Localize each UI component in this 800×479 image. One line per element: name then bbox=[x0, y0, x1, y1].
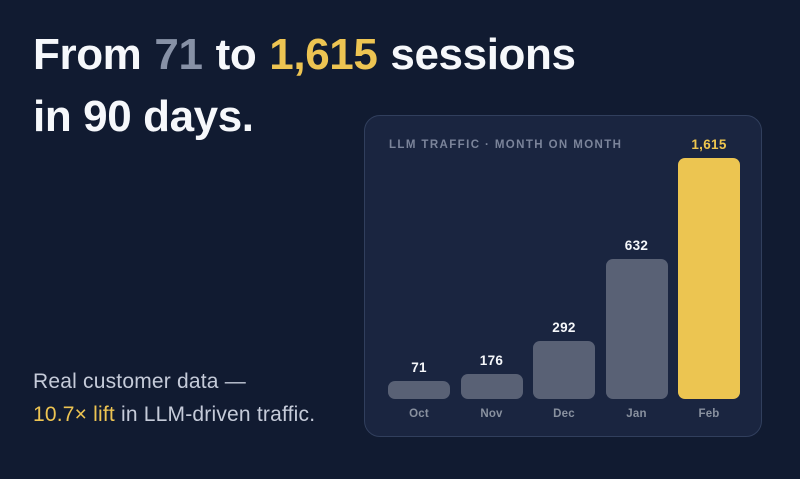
headline-from-value: 71 bbox=[154, 30, 203, 79]
footnote-line-2: 10.7× lift in LLM-driven traffic. bbox=[33, 398, 315, 431]
headline-prefix: From bbox=[33, 30, 142, 79]
bar-value-label: 292 bbox=[552, 320, 576, 335]
footnote-rest: in LLM-driven traffic. bbox=[120, 403, 316, 426]
bar-month-label: Oct bbox=[409, 408, 429, 420]
bar-group: 176 Nov bbox=[460, 353, 523, 425]
bar bbox=[460, 374, 523, 399]
bar-month-label: Dec bbox=[553, 408, 575, 420]
footnote-lift-highlight: 10.7× lift bbox=[33, 403, 115, 426]
bar-group: 71 Oct bbox=[388, 360, 450, 425]
bar-month-label: Feb bbox=[698, 408, 720, 420]
bar-month-label: Jan bbox=[626, 408, 647, 420]
chart-panel: LLM TRAFFIC · MONTH ON MONTH 71 Oct 176 Nov… bbox=[364, 115, 762, 437]
bar-group: 1,615 Feb bbox=[678, 137, 740, 425]
footnote-line-1: Real customer data — bbox=[33, 370, 246, 393]
bar bbox=[678, 158, 740, 399]
headline-line-1: From 71 to 1,615 sessions bbox=[33, 24, 576, 86]
bar-value-label: 71 bbox=[411, 360, 427, 375]
bar bbox=[605, 259, 668, 399]
bar-group: 632 Jan bbox=[605, 238, 668, 425]
headline-suffix: sessions bbox=[390, 30, 576, 79]
bar-chart: 71 Oct 176 Nov 292 Dec 632 Jan 1,615 Feb bbox=[388, 137, 740, 425]
bar-value-label: 1,615 bbox=[691, 137, 727, 152]
bar bbox=[388, 381, 450, 399]
bar-value-label: 632 bbox=[624, 238, 649, 253]
chart-title: LLM TRAFFIC · MONTH ON MONTH bbox=[389, 139, 623, 151]
bar-month-label: Nov bbox=[480, 408, 503, 420]
headline-connector: to bbox=[215, 30, 257, 79]
footnote: Real customer data — 10.7× lift in LLM-d… bbox=[33, 365, 315, 431]
headline: From 71 to 1,615 sessions in 90 days. bbox=[33, 24, 576, 148]
bar-value-label: 176 bbox=[479, 353, 504, 368]
bar bbox=[533, 341, 595, 399]
headline-to-value: 1,615 bbox=[269, 30, 378, 79]
bar-group: 292 Dec bbox=[533, 320, 595, 425]
headline-line-2: in 90 days. bbox=[33, 92, 254, 141]
